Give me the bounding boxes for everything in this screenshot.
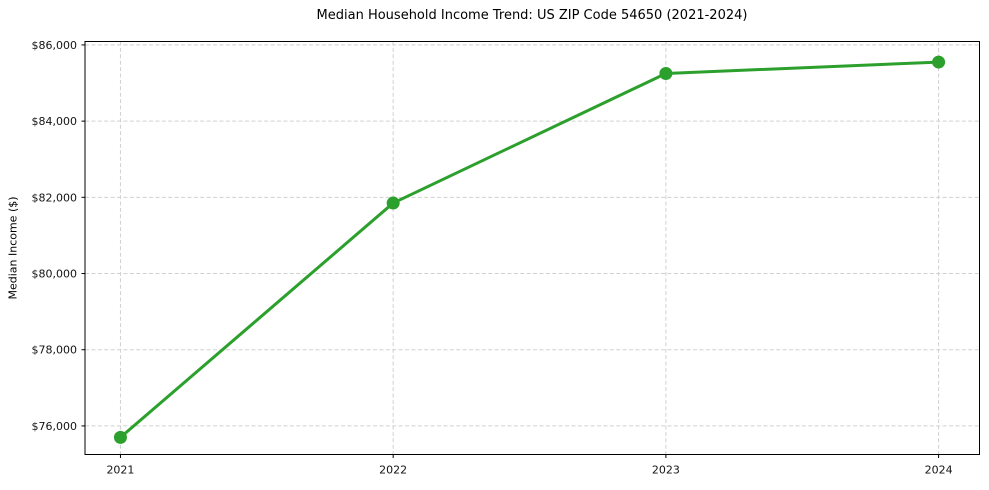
series-line [118, 60, 941, 439]
x-axis-tick-label: 2022 [379, 464, 407, 477]
data-point [386, 196, 400, 210]
x-axis-tick-label: 2024 [925, 464, 953, 477]
y-axis-tick-label: $84,000 [32, 115, 78, 128]
chart-title: Median Household Income Trend: US ZIP Co… [316, 8, 748, 23]
y-axis-tick-label: $82,000 [32, 191, 78, 204]
x-axis-tick-label: 2023 [652, 464, 680, 477]
data-point [659, 67, 673, 81]
plot-border [84, 41, 980, 455]
x-axis-tick-label: 2021 [106, 464, 134, 477]
y-axis-tick-label: $86,000 [32, 39, 78, 52]
data-point [113, 430, 127, 444]
y-axis-tick-label: $76,000 [32, 420, 78, 433]
data-point [932, 55, 946, 69]
y-axis-tick-label: $80,000 [32, 268, 78, 281]
y-axis-tick-label: $78,000 [32, 344, 78, 357]
